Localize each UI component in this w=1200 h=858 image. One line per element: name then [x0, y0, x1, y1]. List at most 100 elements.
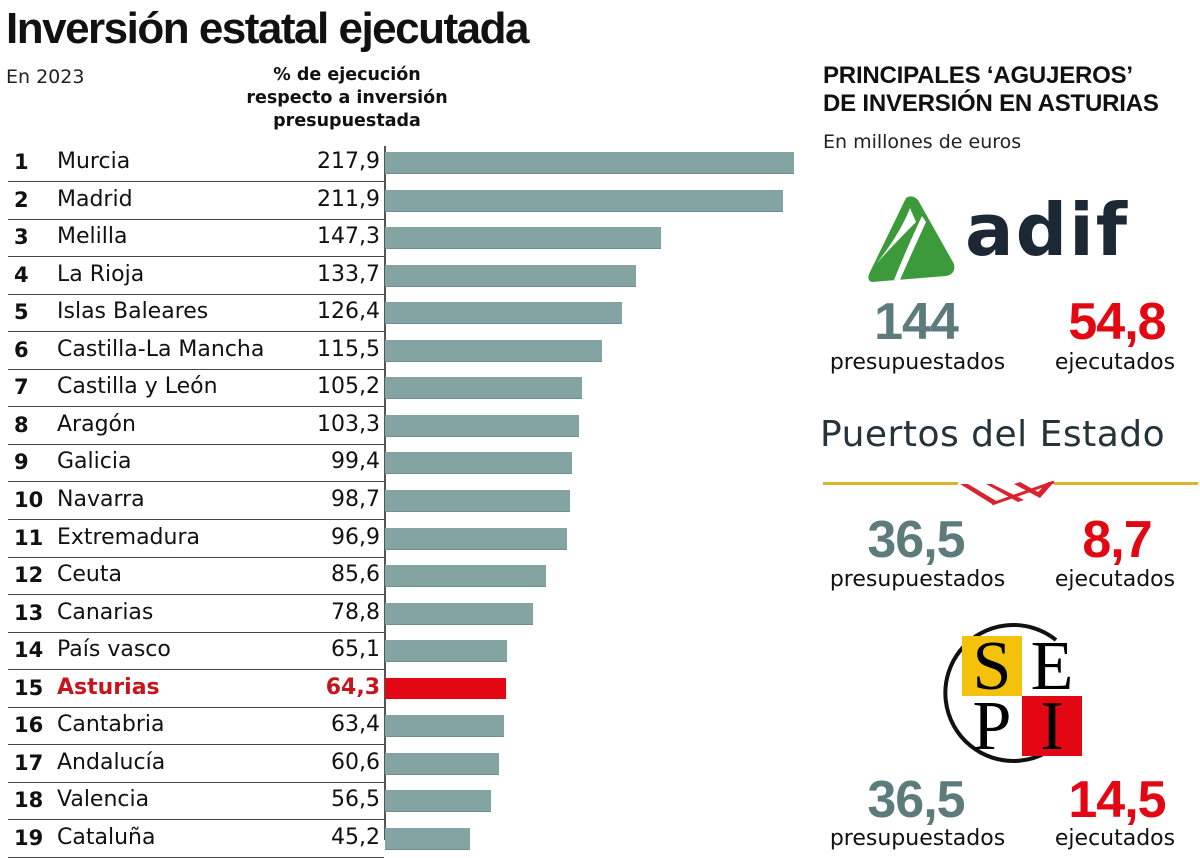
puertos-executed-value: 8,7 — [1082, 511, 1152, 569]
chart-subtitle: En 2023 — [6, 66, 85, 88]
column-header-line: respecto a inversión — [246, 88, 448, 108]
region-label: Canarias — [57, 599, 154, 625]
puertos-budgeted-label: presupuestados — [829, 567, 1006, 592]
rank-label: 17 — [14, 750, 44, 775]
rank-label: 18 — [14, 788, 44, 813]
sepi-logo-ring-icon — [943, 622, 1068, 763]
column-header-line: presupuestada — [273, 111, 421, 131]
region-label: Extremadura — [57, 524, 200, 550]
sepi-budgeted-value: 36,5 — [867, 771, 965, 829]
region-label: Asturias — [57, 674, 160, 700]
table-row: 6 Castilla-La Mancha 115,5 — [8, 332, 384, 370]
adif-budgeted-value: 144 — [874, 293, 959, 351]
adif-logo-icon — [868, 196, 955, 282]
rank-label: 9 — [14, 450, 29, 475]
side-panel-title-line: PRINCIPALES ‘AGUJEROS’ — [823, 62, 1133, 89]
region-label: Andalucía — [57, 749, 166, 775]
table-row: 14 País vasco 65,1 — [8, 632, 384, 671]
bar — [385, 827, 470, 850]
table-row: 8 Aragón 103,3 — [8, 407, 384, 445]
puertos-logo-line — [823, 482, 958, 485]
bar — [385, 377, 583, 400]
column-header: % de ejecución respecto a inversión pres… — [236, 64, 458, 133]
table-row: 15 Asturias 64,3 — [8, 670, 384, 708]
rank-label: 2 — [14, 187, 29, 212]
rank-label: 8 — [14, 412, 29, 437]
region-label: Islas Baleares — [57, 299, 209, 325]
puertos-logo-text: Puertos del Estado — [820, 414, 1166, 455]
value-label: 211,9 — [317, 186, 380, 212]
rank-label: 13 — [14, 600, 44, 625]
region-label: Navarra — [57, 486, 145, 512]
rank-label: 7 — [14, 375, 29, 400]
table-row: 12 Ceuta 85,6 — [8, 557, 384, 596]
bar — [385, 640, 508, 663]
table-row: 11 Extremadura 96,9 — [8, 520, 384, 558]
sepi-executed-label: ejecutados — [1054, 826, 1176, 851]
side-panel-subtitle: En millones de euros — [823, 131, 1022, 153]
puertos-logo-line — [1054, 482, 1198, 485]
table-row: 13 Canarias 78,8 — [8, 595, 384, 633]
rank-label: 14 — [14, 638, 44, 663]
region-label: Castilla y León — [57, 374, 218, 400]
bar — [385, 339, 602, 362]
bar — [385, 414, 579, 437]
bar — [385, 602, 533, 625]
sepi-logo-letter-i: I — [1022, 692, 1082, 762]
region-label: Castilla-La Mancha — [57, 336, 265, 362]
value-label: 126,4 — [317, 299, 380, 325]
bar — [385, 302, 623, 325]
table-row: 2 Madrid 211,9 — [8, 182, 384, 220]
chart-title: Inversión estatal ejecutada — [6, 4, 529, 53]
rank-label: 5 — [14, 300, 29, 325]
region-label: Valencia — [57, 787, 150, 813]
rank-label: 1 — [14, 150, 29, 174]
adif-executed-label: ejecutados — [1054, 350, 1176, 375]
table-row: 1 Murcia 217,9 — [8, 144, 384, 182]
value-label: 65,1 — [331, 637, 380, 663]
bar — [385, 790, 492, 813]
column-header-line: % de ejecución — [273, 65, 421, 85]
region-label: Aragón — [57, 411, 136, 437]
adif-logo-text: adif — [965, 188, 1130, 272]
table-row: 16 Cantabria 63,4 — [8, 707, 384, 746]
bar — [385, 189, 783, 212]
region-label: Melilla — [57, 224, 128, 250]
value-label: 78,8 — [331, 599, 380, 625]
value-label: 63,4 — [331, 712, 380, 738]
value-label: 96,9 — [331, 524, 380, 550]
bar — [385, 152, 794, 174]
table-row: 4 La Rioja 133,7 — [8, 257, 384, 295]
region-label: Cataluña — [57, 824, 156, 850]
value-label: 56,5 — [331, 787, 380, 813]
table-row: 7 Castilla y León 105,2 — [8, 369, 384, 408]
region-label: Madrid — [57, 186, 133, 212]
value-label: 85,6 — [331, 562, 380, 588]
bar — [385, 715, 504, 738]
value-label: 217,9 — [317, 149, 380, 174]
bar — [385, 489, 571, 512]
puertos-logo-icon — [960, 480, 1055, 506]
bar — [385, 227, 662, 250]
rank-label: 16 — [14, 713, 44, 738]
value-label: 99,4 — [331, 449, 380, 475]
region-label: Murcia — [57, 149, 131, 174]
table-row: 19 Cataluña 45,2 — [8, 820, 384, 858]
value-label: 133,7 — [317, 261, 380, 287]
puertos-budgeted-value: 36,5 — [867, 511, 965, 569]
value-label: 98,7 — [331, 486, 380, 512]
region-label: Ceuta — [57, 562, 122, 588]
table-row: 18 Valencia 56,5 — [8, 782, 384, 821]
sepi-executed-value: 14,5 — [1068, 771, 1166, 829]
sepi-logo-letter-p: P — [972, 688, 1012, 765]
bar-axis — [384, 146, 386, 840]
rank-label: 11 — [14, 525, 44, 550]
puertos-executed-label: ejecutados — [1054, 567, 1176, 592]
bar — [385, 752, 499, 775]
rank-label: 4 — [14, 262, 29, 287]
rank-label: 6 — [14, 337, 29, 362]
region-label: Galicia — [57, 449, 132, 475]
bar — [385, 527, 567, 550]
table-row: 9 Galicia 99,4 — [8, 444, 384, 483]
side-panel-title: PRINCIPALES ‘AGUJEROS’ DE INVERSIÓN EN A… — [823, 62, 1159, 118]
